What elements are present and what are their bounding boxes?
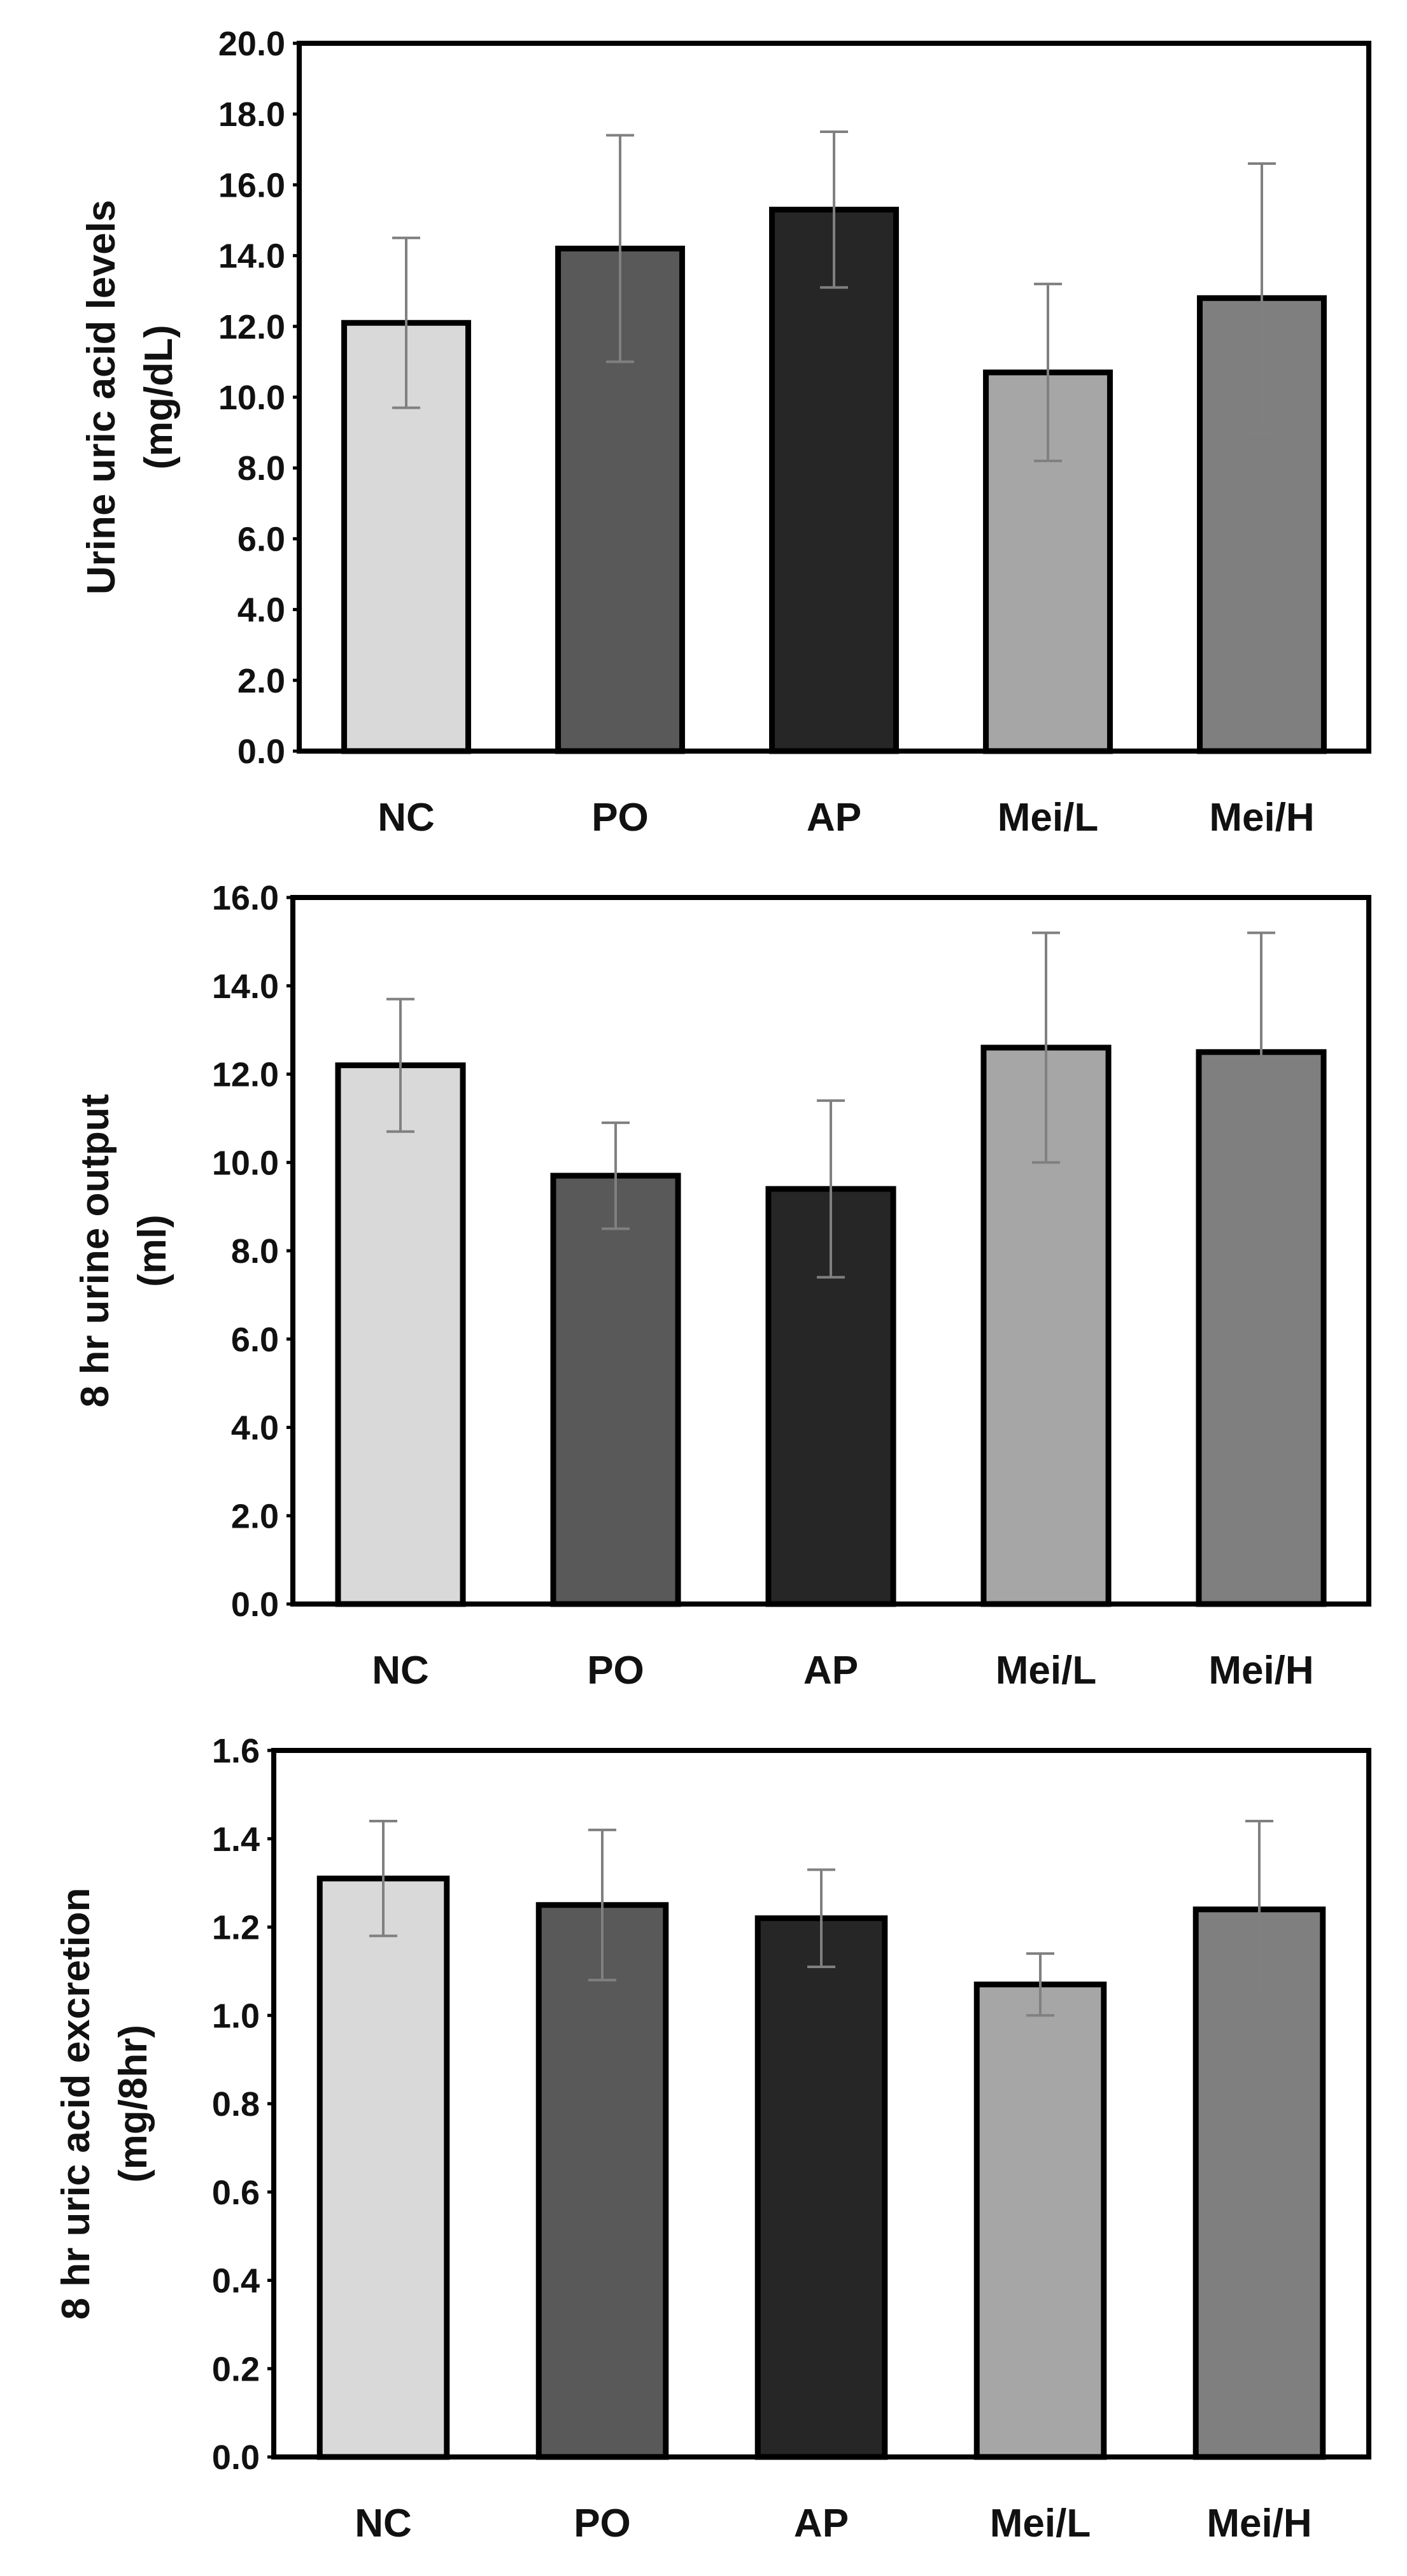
chart2-bar-nc: [335, 1062, 466, 1607]
chart2-category-label-nc: NC: [372, 1649, 429, 1693]
chart3-ytick-label-0: 0.0: [212, 2439, 260, 2477]
chart3-ytick-label-1: 0.2: [212, 2350, 260, 2388]
chart1-category-label-mei-h: Mei/H: [1209, 796, 1314, 840]
chart3-category-label-ap: AP: [794, 2502, 849, 2545]
chart1-ytick-label-8: 16.0: [218, 166, 285, 204]
chart3-ytick-label-5: 1.0: [212, 1997, 260, 2035]
chart3-ylabel-line2: (mg/8hr): [111, 2025, 155, 2183]
chart2-ytick-label-2: 4.0: [231, 1409, 279, 1447]
chart2-ylabel-line1: 8 hr urine output: [73, 1094, 117, 1408]
chart3-bar-po: [535, 1902, 669, 2460]
chart1-ytick-label-6: 12.0: [218, 308, 285, 346]
chart1-ytick-label-2: 4.0: [237, 591, 285, 630]
chart1-ytick-label-3: 6.0: [237, 520, 285, 558]
chart2-category-label-mei-h: Mei/H: [1208, 1649, 1313, 1693]
chart1-ytick-label-1: 2.0: [237, 662, 285, 700]
chart2-ytick-label-4: 8.0: [231, 1232, 279, 1270]
chart3-ytick-label-7: 1.4: [212, 1820, 260, 1859]
chart1-ytick-label-7: 14.0: [218, 237, 285, 276]
chart2-ytick-label-1: 2.0: [231, 1497, 279, 1535]
chart3-bar-nc: [316, 1875, 450, 2460]
chart2-ytick-label-0: 0.0: [231, 1586, 279, 1624]
chart3-ytick-label-8: 1.6: [212, 1732, 260, 1770]
chart1-ytick-label-0: 0.0: [237, 733, 285, 771]
chart1-ytick-label-5: 10.0: [218, 379, 285, 417]
chart1-ytick-label-4: 8.0: [237, 449, 285, 488]
chart1-category-label-mei-l: Mei/L: [998, 796, 1098, 840]
chart3-bar-mei-l: [973, 1981, 1107, 2460]
chart3-bar-ap: [754, 1915, 888, 2460]
chart3-ytick-label-6: 1.2: [212, 1909, 260, 1947]
chart2-ylabel-line2: (ml): [131, 1214, 174, 1287]
chart1-ytick-label-9: 18.0: [218, 95, 285, 134]
chart3-ylabel-line1: 8 hr uric acid excretion: [54, 1888, 98, 2320]
chart3-category-label-po: PO: [574, 2502, 631, 2545]
chart3-category-label-mei-l: Mei/L: [990, 2502, 1091, 2545]
chart1-plot-frame: [297, 41, 1371, 754]
chart2-category-label-mei-l: Mei/L: [996, 1649, 1096, 1693]
chart2-ytick-label-5: 10.0: [212, 1144, 279, 1182]
chart2-ytick-label-6: 12.0: [212, 1056, 279, 1094]
chart1-bar-ap: [769, 206, 899, 754]
chart1-category-label-ap: AP: [807, 796, 861, 840]
chart3-category-label-mei-h: Mei/H: [1206, 2502, 1312, 2545]
chart2-bar-po: [550, 1172, 681, 1607]
chart2-ytick-label-7: 14.0: [212, 968, 279, 1006]
chart2-category-label-po: PO: [587, 1649, 644, 1693]
chart3-ytick-label-3: 0.6: [212, 2174, 260, 2212]
chart1-category-label-nc: NC: [378, 796, 435, 840]
chart1-ylabel-line1: Urine uric acid levels: [80, 200, 124, 595]
chart2-plot-frame: [290, 895, 1371, 1607]
chart2-category-label-ap: AP: [803, 1649, 858, 1693]
chart2-ytick-label-3: 6.0: [231, 1321, 279, 1359]
chart3-category-label-nc: NC: [355, 2502, 412, 2545]
chart3-ytick-label-2: 0.4: [212, 2262, 260, 2300]
chart1-category-label-po: PO: [591, 796, 649, 840]
chart3-ytick-label-4: 0.8: [212, 2085, 260, 2123]
chart2-ytick-label-8: 16.0: [212, 879, 279, 917]
chart1-ytick-label-10: 20.0: [218, 25, 285, 63]
chart3-plot-frame: [271, 1748, 1371, 2460]
chart1-ylabel-line2: (mg/dL): [137, 325, 181, 469]
